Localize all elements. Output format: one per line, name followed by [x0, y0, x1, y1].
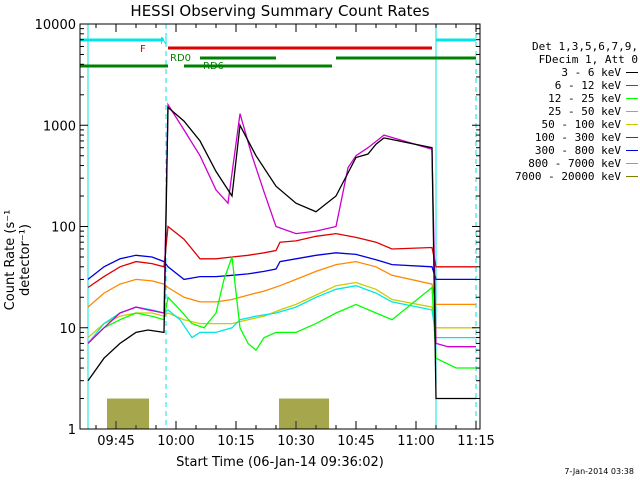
- series-100-300-kev: [87, 225, 476, 289]
- legend-swatch: [626, 111, 638, 112]
- x-tick-label-1015: 10:15: [217, 434, 254, 449]
- legend-item-100-300-kev: 100 - 300 keV: [492, 131, 638, 144]
- legend-item-6-12-kev: 6 - 12 keV: [492, 79, 638, 92]
- legend-label: 7000 - 20000 keV: [515, 170, 621, 183]
- y-tick-label-10: 10: [59, 322, 76, 337]
- legend-item-3-6-kev: 3 - 6 keV: [492, 66, 638, 79]
- y-tick-label-10000: 10000: [35, 18, 76, 33]
- flag-label-f: F: [140, 44, 146, 55]
- flag-label-rd6: RD6: [203, 61, 224, 72]
- x-axis-label: Start Time (06-Jan-14 09:36:02): [176, 455, 384, 470]
- legend: Det 1,3,5,6,7,9, FDecim 1, Att 0 3 - 6 k…: [492, 40, 638, 183]
- y-tick-label-1000: 1000: [43, 119, 76, 134]
- legend-swatch: [626, 176, 638, 177]
- legend-item-12-25-kev: 12 - 25 keV: [492, 92, 638, 105]
- y-axis-label: Count Rate (s⁻¹ detector⁻¹): [3, 209, 33, 311]
- x-tick-label-1000: 10:00: [157, 434, 194, 449]
- legend-header-line-2: FDecim 1, Att 0: [538, 53, 638, 66]
- legend-label: 800 - 7000 keV: [528, 157, 621, 170]
- x-tick-label-1045: 10:45: [337, 434, 374, 449]
- legend-swatch: [626, 163, 638, 164]
- flag-label-rd0: RD0: [170, 53, 191, 64]
- legend-swatch: [626, 98, 638, 99]
- x-tick-label-1030: 10:30: [277, 434, 314, 449]
- legend-label: 3 - 6 keV: [561, 66, 621, 79]
- series-50-100-kev: [87, 281, 476, 339]
- legend-item-25-50-kev: 25 - 50 keV: [492, 105, 638, 118]
- legend-swatch: [626, 124, 638, 125]
- legend-label: 12 - 25 keV: [548, 92, 621, 105]
- series-800-7000-kev: [87, 260, 476, 308]
- legend-item-7000-20000-kev: 7000 - 20000 keV: [492, 170, 638, 183]
- flag-label-n: N: [160, 36, 167, 47]
- y-tick-label-100: 100: [51, 221, 76, 236]
- legend-item-300-800-kev: 300 - 800 keV: [492, 144, 638, 157]
- legend-label: 6 - 12 keV: [554, 79, 621, 92]
- x-tick-label-1100: 11:00: [397, 434, 434, 449]
- legend-swatch: [626, 137, 638, 138]
- x-tick-label-1115: 11:15: [457, 434, 494, 449]
- legend-label: 50 - 100 keV: [541, 118, 621, 131]
- legend-item-50-100-kev: 50 - 100 keV: [492, 118, 638, 131]
- legend-label: 300 - 800 keV: [534, 144, 621, 157]
- y-tick-label-1: 1: [68, 423, 76, 438]
- legend-swatch: [626, 85, 638, 86]
- legend-swatch: [626, 150, 638, 151]
- series-6-12-kev: [87, 102, 476, 348]
- legend-item-800-7000-kev: 800 - 7000 keV: [492, 157, 638, 170]
- legend-header-line-1: Det 1,3,5,6,7,9,: [532, 40, 638, 53]
- series-12-25-kev: [87, 256, 476, 369]
- legend-swatch: [626, 72, 638, 73]
- legend-label: 25 - 50 keV: [548, 105, 621, 118]
- series-300-800-kev: [87, 252, 476, 281]
- render-timestamp: 7-Jan-2014 03:38: [564, 467, 634, 476]
- legend-label: 100 - 300 keV: [534, 131, 621, 144]
- series-3-6-kev: [87, 106, 476, 400]
- plot-frame: [79, 23, 481, 430]
- chart-title: HESSI Observing Summary Count Rates: [130, 2, 430, 20]
- series-25-50-kev: [87, 285, 476, 344]
- x-tick-label-0945: 09:45: [97, 434, 134, 449]
